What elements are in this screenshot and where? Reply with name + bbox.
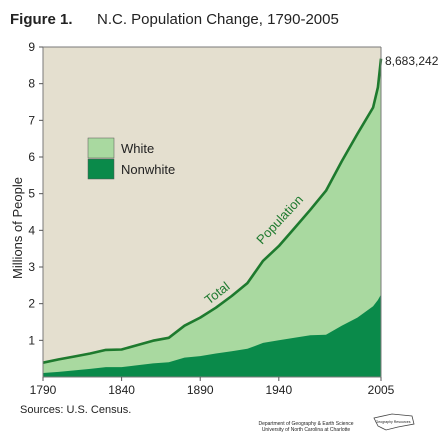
legend: White Nonwhite (87, 137, 175, 180)
logo-text: Geography Resources (375, 420, 410, 424)
y-tick-label: 1 (28, 333, 35, 347)
legend-label-white: White (121, 141, 154, 156)
credit-line-1: Department of Geography & Earth Science (258, 421, 353, 427)
figure-label: Figure 1. (10, 11, 73, 28)
legend-label-nonwhite: Nonwhite (121, 162, 175, 177)
geography-resources-logo: Geography Resources (373, 413, 415, 431)
y-tick-label: 6 (28, 150, 35, 164)
credit-line-2: University of North Carolina at Charlott… (262, 427, 351, 433)
x-tick-label: 1940 (265, 383, 292, 397)
y-tick-label: 5 (28, 187, 35, 201)
legend-swatch-nonwhite (87, 158, 115, 180)
source-note: Sources: U.S. Census. (20, 404, 131, 416)
x-tick-label: 1790 (30, 383, 57, 397)
y-tick-label: 4 (28, 223, 35, 237)
nonwhite-population-area (43, 294, 381, 377)
x-tick-label: 1890 (187, 383, 214, 397)
y-tick-label: 2 (28, 297, 35, 311)
y-tick-label: 3 (28, 260, 35, 274)
figure-title: N.C. Population Change, 1790-2005 (97, 11, 339, 28)
total-population-line (42, 58, 383, 364)
annotation-endpoint-value: 8,683,242 (385, 54, 439, 68)
white-population-area (43, 58, 381, 377)
y-axis-label: Millions of People (10, 177, 25, 279)
y-tick-label: 9 (28, 40, 35, 54)
y-tick-label: 7 (28, 113, 35, 127)
legend-swatch-white (87, 137, 115, 159)
x-tick-label: 2005 (368, 383, 395, 397)
x-tick-label: 1840 (108, 383, 135, 397)
plot-area: 1 2 3 4 5 6 7 8 9 1790 1840 1890 1940 2005 (28, 40, 394, 397)
y-tick-label: 8 (28, 77, 35, 91)
